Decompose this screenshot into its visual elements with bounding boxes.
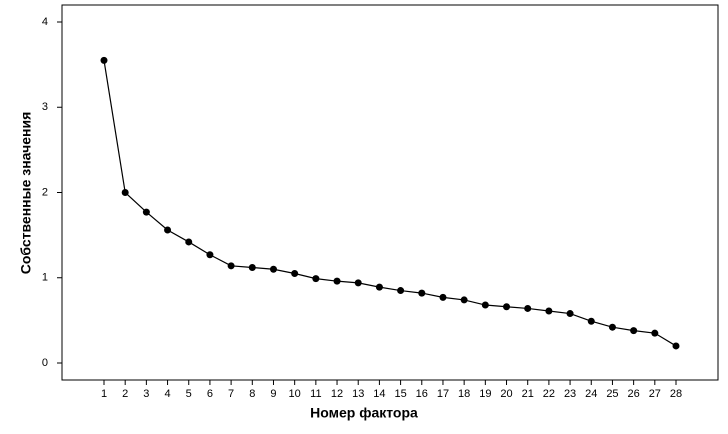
- x-tick-label: 22: [543, 388, 555, 400]
- x-tick-label: 21: [522, 388, 534, 400]
- data-point: [375, 283, 383, 291]
- x-tick-label: 23: [564, 388, 576, 400]
- data-point: [397, 287, 405, 295]
- y-tick-label: 0: [42, 357, 48, 369]
- data-point: [566, 310, 574, 318]
- x-tick-label: 26: [628, 388, 640, 400]
- x-tick-label: 11: [310, 388, 321, 400]
- y-tick-label: 1: [42, 272, 48, 284]
- data-point: [227, 262, 235, 270]
- data-point: [503, 303, 511, 311]
- data-point: [630, 327, 638, 335]
- data-point: [312, 275, 320, 283]
- y-tick-label: 4: [42, 16, 48, 28]
- data-point: [121, 189, 129, 196]
- x-axis-title: Номер фактора: [310, 405, 418, 421]
- x-tick-label: 8: [249, 388, 255, 400]
- y-axis-title: Собственные значения: [18, 112, 34, 275]
- plot-frame: [61, 4, 719, 381]
- y-tick-label: 3: [42, 101, 48, 113]
- x-tick-label: 5: [186, 388, 192, 400]
- x-tick-label: 10: [289, 388, 301, 400]
- x-tick-label: 7: [228, 388, 234, 400]
- data-point: [672, 342, 680, 350]
- data-point: [142, 208, 150, 216]
- x-tick-label: 1: [101, 388, 107, 400]
- data-point: [291, 269, 299, 277]
- x-tick-label: 19: [479, 388, 491, 400]
- data-point: [524, 304, 532, 312]
- x-tick-label: 4: [164, 388, 170, 400]
- data-point: [248, 264, 256, 272]
- data-point: [608, 323, 616, 331]
- x-tick-label: 17: [437, 388, 449, 400]
- x-tick-label: 15: [394, 388, 406, 400]
- data-point: [587, 317, 595, 325]
- data-point: [545, 307, 553, 315]
- data-point: [185, 238, 193, 246]
- data-point: [269, 265, 277, 273]
- x-tick-label: 20: [500, 388, 512, 400]
- x-tick-label: 27: [649, 388, 661, 400]
- x-tick-label: 14: [373, 388, 385, 400]
- data-point: [354, 279, 362, 287]
- data-point: [333, 277, 341, 285]
- x-tick-label: 25: [606, 388, 618, 400]
- data-point: [439, 293, 447, 301]
- x-tick-label: 3: [143, 388, 149, 400]
- x-tick-label: 2: [122, 388, 128, 400]
- data-point: [164, 226, 172, 234]
- x-tick-label: 13: [352, 388, 364, 400]
- x-tick-label: 9: [270, 388, 276, 400]
- data-point: [206, 251, 214, 259]
- x-tick-label: 12: [331, 388, 343, 400]
- x-tick-label: 28: [670, 388, 682, 400]
- y-tick-label: 2: [42, 186, 48, 198]
- x-tick-label: 18: [458, 388, 470, 400]
- x-tick-label: 16: [416, 388, 428, 400]
- series-line: [103, 60, 677, 347]
- x-tick-label: 24: [585, 388, 597, 400]
- x-tick-label: 6: [207, 388, 213, 400]
- data-point: [481, 301, 489, 309]
- data-point: [460, 296, 468, 304]
- data-point: [651, 329, 659, 337]
- data-point: [100, 56, 108, 64]
- data-point: [418, 289, 426, 297]
